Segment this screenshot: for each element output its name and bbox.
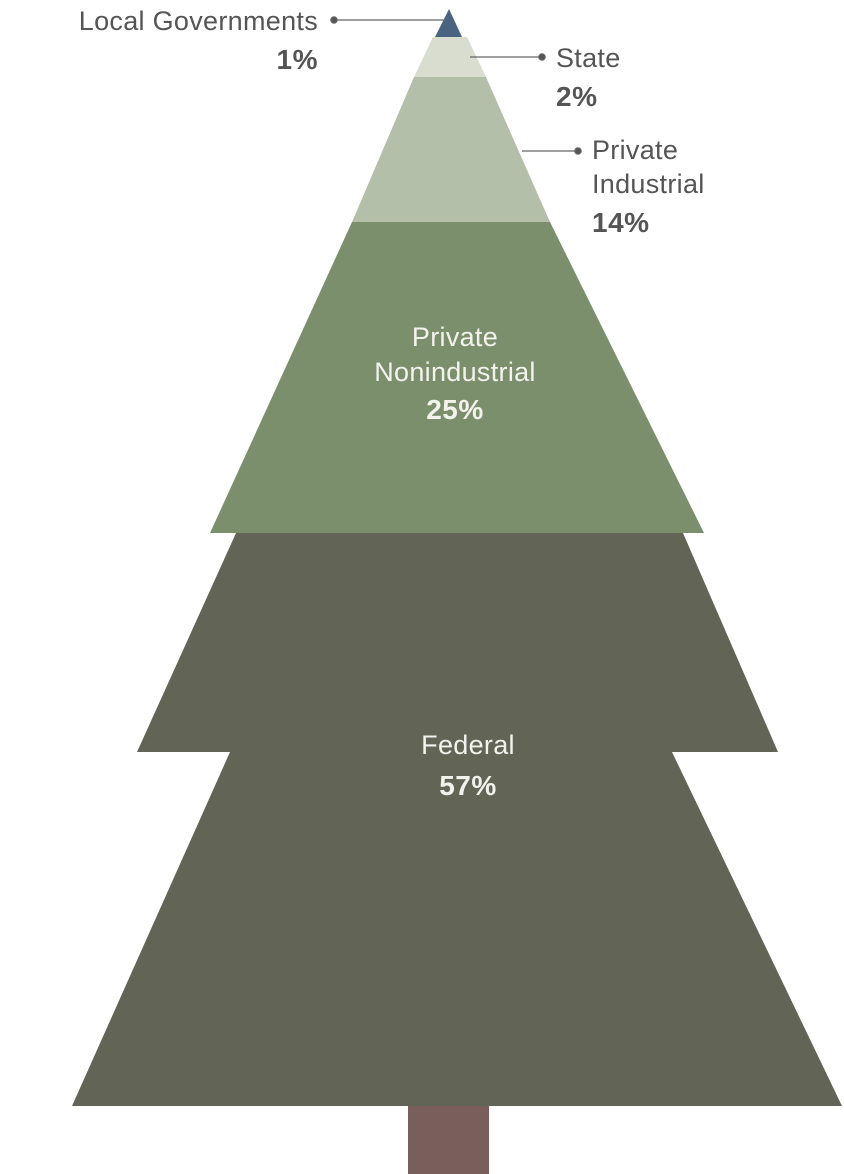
label-private-nonindustrial-line2: Nonindustrial <box>374 357 535 387</box>
value-federal: 57% <box>439 770 497 801</box>
value-state: 2% <box>556 81 597 112</box>
leader-dot-private-industrial <box>574 147 582 155</box>
value-private-nonindustrial: 25% <box>426 394 484 425</box>
label-federal: Federal <box>421 730 515 760</box>
value-private-industrial: 14% <box>592 207 650 238</box>
label-private-industrial-line1: Private <box>592 135 678 165</box>
value-local-governments: 1% <box>277 44 318 75</box>
leader-dot-local-governments <box>330 16 338 24</box>
tier-private-industrial <box>352 77 550 222</box>
label-private-industrial-line2: Industrial <box>592 169 705 199</box>
label-local-governments: Local Governments <box>79 6 318 36</box>
leader-dot-state <box>538 53 546 61</box>
label-private-nonindustrial-line1: Private <box>412 322 498 352</box>
label-state: State <box>556 43 621 73</box>
tier-local-governments <box>435 9 462 37</box>
tier-federal <box>72 533 842 1106</box>
tier-state <box>414 37 486 77</box>
tier-private-nonindustrial <box>210 222 704 533</box>
tree-trunk <box>408 1104 489 1174</box>
